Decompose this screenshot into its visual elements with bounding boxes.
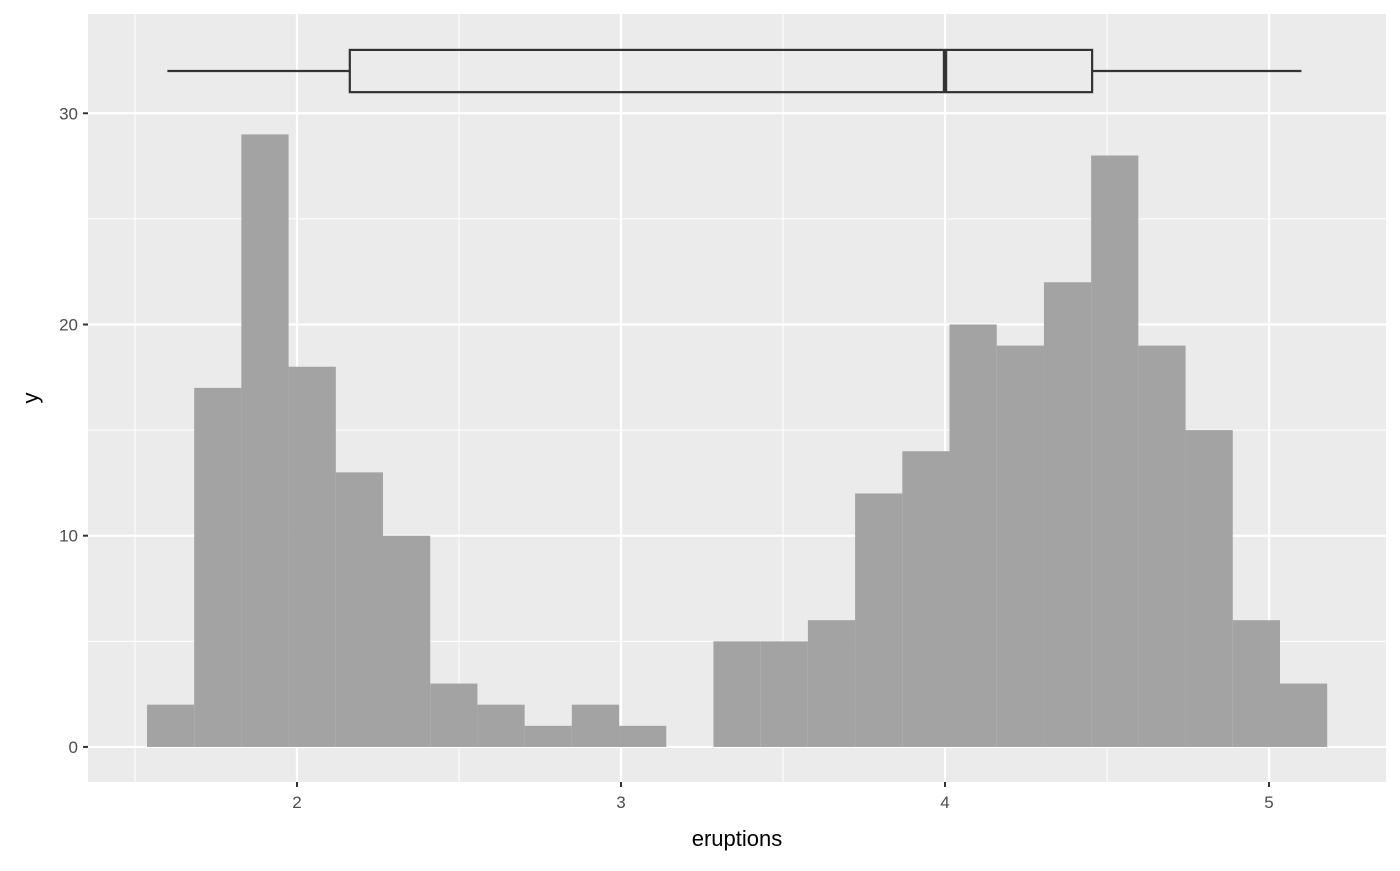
histogram-bar	[1043, 282, 1092, 747]
histogram-bars	[146, 134, 1328, 747]
histogram-bar	[241, 134, 289, 747]
x-axis: 2 3 4 5	[292, 782, 1274, 812]
y-axis-title: y	[18, 393, 43, 404]
x-tick-label: 5	[1264, 793, 1273, 812]
histogram-bar	[571, 704, 620, 747]
histogram-bar	[1138, 345, 1186, 747]
histogram-bar	[1091, 155, 1139, 747]
x-tick-label: 4	[940, 793, 949, 812]
x-axis-title: eruptions	[692, 826, 783, 851]
histogram-bar	[902, 451, 950, 747]
histogram-bar	[713, 641, 761, 747]
boxplot	[167, 48, 1302, 94]
histogram-bar	[524, 725, 572, 747]
histogram-bar	[194, 387, 242, 747]
histogram-bar	[1185, 430, 1233, 747]
y-tick-label: 20	[59, 315, 78, 334]
histogram-bar	[855, 493, 903, 747]
histogram-bar	[760, 641, 808, 747]
histogram-bar	[807, 620, 856, 747]
y-axis: 0 10 20 30	[59, 104, 88, 757]
histogram-bar	[288, 366, 336, 747]
y-tick-label: 30	[59, 104, 78, 123]
histogram-bar	[996, 345, 1044, 747]
y-tick-label: 0	[69, 738, 78, 757]
x-tick-label: 2	[292, 793, 301, 812]
y-tick-label: 10	[59, 527, 78, 546]
histogram-bar	[146, 704, 195, 747]
x-tick-label: 3	[616, 793, 625, 812]
histogram-bar	[949, 324, 997, 747]
histogram-bar	[477, 704, 525, 747]
histogram-bar	[1232, 620, 1280, 747]
histogram-bar	[619, 725, 667, 747]
histogram-bar	[1279, 683, 1328, 747]
histogram-bar	[430, 683, 478, 747]
histogram-bar	[383, 535, 431, 747]
boxplot-box	[348, 48, 1094, 94]
histogram-bar	[335, 472, 384, 747]
